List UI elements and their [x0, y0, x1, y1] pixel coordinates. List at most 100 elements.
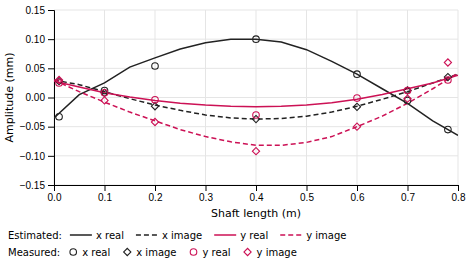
tick-label: 0.5 — [300, 192, 314, 203]
point — [353, 103, 360, 110]
tick-mark — [307, 185, 308, 191]
tick: 0.10 — [26, 34, 54, 45]
tick-mark — [48, 127, 54, 128]
x-axis-title: Shaft length (m) — [211, 207, 301, 220]
axis-line — [48, 11, 55, 186]
point — [152, 63, 159, 70]
point — [253, 36, 260, 43]
tick-label: 0.2 — [149, 192, 163, 203]
plot-area: 0.0 0.1 0.2 0.3 0.4 0.5 0.6 0.7 0.8 −0.15 −0.10 −0.… — [20, 5, 466, 203]
point — [151, 118, 158, 125]
legend-label: y real — [240, 230, 268, 241]
legend-swatch — [280, 234, 302, 236]
tick-mark — [48, 10, 54, 11]
tick: 0.7 — [401, 185, 415, 203]
legend-swatch — [244, 248, 251, 255]
tick: 0.3 — [199, 185, 213, 203]
axis-line — [55, 186, 459, 192]
point — [152, 97, 159, 104]
point — [445, 126, 452, 133]
tick-label: 0.10 — [26, 34, 46, 45]
point — [353, 123, 360, 130]
point — [404, 87, 411, 94]
tick: −0.15 — [20, 180, 54, 191]
tick-mark — [48, 68, 54, 69]
tick: 0.5 — [300, 185, 314, 203]
legend: Estimated:x realx imagey realy imageMeas… — [8, 230, 346, 258]
tick-mark — [206, 185, 207, 191]
tick: 0.0 — [48, 185, 62, 203]
point — [252, 148, 259, 155]
point — [404, 95, 411, 102]
legend-swatch — [136, 234, 158, 236]
grid-line — [54, 10, 458, 11]
line — [54, 39, 458, 135]
point — [151, 103, 158, 110]
tick-label: 0.1 — [98, 192, 112, 203]
legend-item: x image — [136, 230, 202, 241]
line — [54, 73, 458, 145]
tick-label: −0.05 — [20, 121, 46, 132]
legend-swatch — [124, 248, 131, 255]
tick-mark — [48, 98, 54, 99]
legend-swatch — [214, 234, 236, 236]
tick: 0.4 — [250, 185, 264, 203]
chart: 0.0 0.1 0.2 0.3 0.4 0.5 0.6 0.7 0.8 −0.15 −0.10 −0.… — [0, 0, 474, 263]
legend-item: x image — [124, 247, 177, 258]
legend-swatch — [70, 249, 77, 256]
tick-label: −0.15 — [20, 180, 46, 191]
tick-label: 0.6 — [351, 192, 365, 203]
point — [404, 87, 411, 94]
grid-line — [54, 68, 458, 69]
point — [444, 59, 451, 66]
tick-label: 0.00 — [26, 92, 46, 103]
tick: 0.05 — [26, 63, 54, 74]
legend-item: y real — [190, 247, 230, 258]
tick-mark — [48, 39, 54, 40]
line — [54, 75, 458, 107]
tick-label: 0.8 — [452, 192, 466, 203]
grid — [54, 10, 458, 185]
tick: 0.00 — [26, 92, 54, 103]
legend-title: Measured: — [8, 247, 60, 258]
tick-mark — [357, 185, 358, 191]
point — [101, 90, 108, 97]
point — [101, 97, 108, 104]
tick: 0.2 — [149, 185, 163, 203]
point — [55, 76, 62, 83]
tick-label: 0.4 — [250, 192, 264, 203]
tick: 0.8 — [452, 185, 466, 203]
x-axis: 0.0 0.1 0.2 0.3 0.4 0.5 0.6 0.7 0.8 — [48, 185, 466, 203]
legend-swatch — [190, 249, 197, 256]
tick-label: 0.0 — [48, 192, 62, 203]
legend-label: x image — [136, 247, 176, 258]
tick: 0.1 — [98, 185, 112, 203]
tick-mark — [155, 185, 156, 191]
legend-item: x real — [70, 230, 124, 241]
tick: 0.6 — [351, 185, 365, 203]
tick-mark — [48, 185, 54, 186]
point — [101, 89, 108, 96]
legend-item: y image — [244, 247, 297, 258]
legend-item: y real — [214, 230, 268, 241]
point — [253, 112, 260, 119]
tick: −0.05 — [20, 121, 54, 132]
tick-label: 0.3 — [199, 192, 213, 203]
line — [54, 74, 458, 119]
legend-label: x image — [162, 230, 202, 241]
tick-label: 0.15 — [26, 5, 46, 16]
legend-swatch — [70, 234, 92, 236]
grid-line — [54, 126, 458, 127]
tick-label: −0.10 — [20, 151, 46, 162]
legend-label: y image — [306, 230, 346, 241]
legend-label: x real — [82, 247, 110, 258]
legend-row: Measured: x real x image y real y image — [8, 247, 297, 258]
legend-item: x real — [70, 247, 110, 258]
legend-label: y image — [257, 247, 297, 258]
point — [445, 77, 452, 84]
tick: 0.15 — [26, 5, 54, 16]
point — [354, 95, 361, 102]
tick: −0.10 — [20, 151, 54, 162]
legend-label: y real — [203, 247, 231, 258]
legend-row: Estimated:x realx imagey realy image — [8, 230, 346, 241]
